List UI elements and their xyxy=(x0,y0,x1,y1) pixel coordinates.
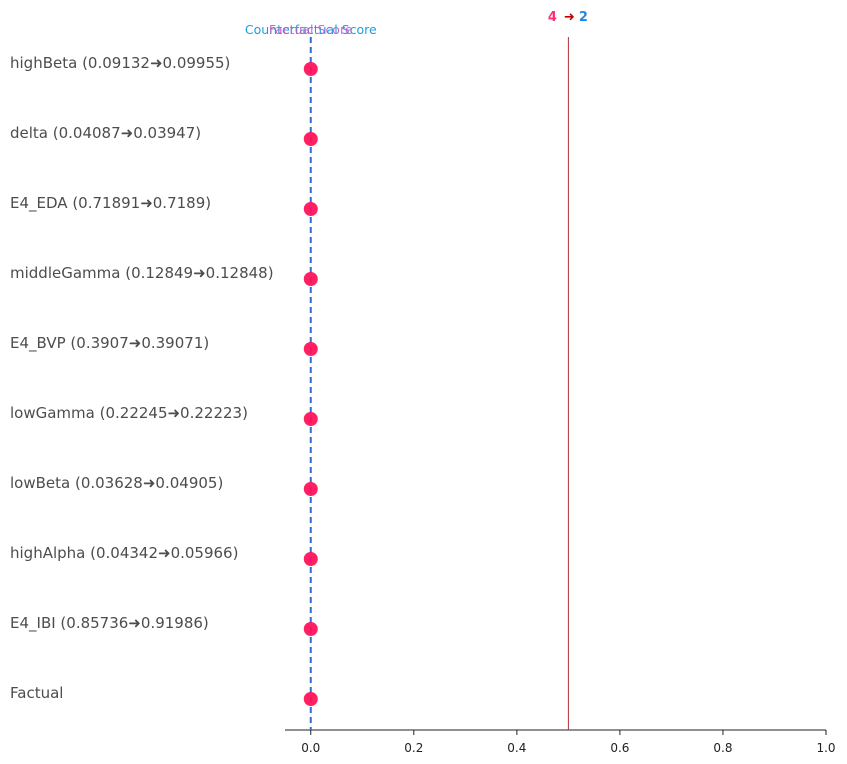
feature-row-label: highAlpha (0.04342➜0.05966) xyxy=(10,544,238,562)
x-tick-label: 0.8 xyxy=(713,741,732,755)
data-point xyxy=(303,552,318,566)
x-tick-label: 0.0 xyxy=(301,741,320,755)
feature-row-label: middleGamma (0.12849➜0.12848) xyxy=(10,264,274,282)
feature-row-label: E4_EDA (0.71891➜0.7189) xyxy=(10,194,211,213)
data-point xyxy=(303,62,318,76)
data-point xyxy=(303,202,318,216)
class-to-label: 2 xyxy=(579,10,588,25)
feature-row-label: E4_BVP (0.3907➜0.39071) xyxy=(10,334,209,353)
x-tick-label: 1.0 xyxy=(816,741,835,755)
factual-score-label: Factual Score xyxy=(269,22,353,37)
feature-row-label: Factual xyxy=(10,684,63,702)
feature-row-label: delta (0.04087➜0.03947) xyxy=(10,124,201,142)
x-tick-label: 0.2 xyxy=(404,741,423,755)
feature-row-label: lowGamma (0.22245➜0.22223) xyxy=(10,404,248,422)
data-point xyxy=(303,622,318,636)
feature-row-label: highBeta (0.09132➜0.09955) xyxy=(10,54,230,72)
class-from-label: 4 xyxy=(548,10,557,25)
feature-row-label: E4_IBI (0.85736➜0.91986) xyxy=(10,614,209,633)
data-point xyxy=(303,412,318,426)
feature-row-label: lowBeta (0.03628➜0.04905) xyxy=(10,474,223,492)
data-point xyxy=(303,272,318,286)
class-arrow: ➜ xyxy=(564,10,575,25)
data-point xyxy=(303,692,318,706)
counterfactual-score-label: Counterfactual Score xyxy=(245,22,377,37)
data-point xyxy=(303,342,318,356)
data-point xyxy=(303,132,318,146)
x-tick-label: 0.4 xyxy=(507,741,526,755)
x-tick-label: 0.6 xyxy=(610,741,629,755)
data-point xyxy=(303,482,318,496)
